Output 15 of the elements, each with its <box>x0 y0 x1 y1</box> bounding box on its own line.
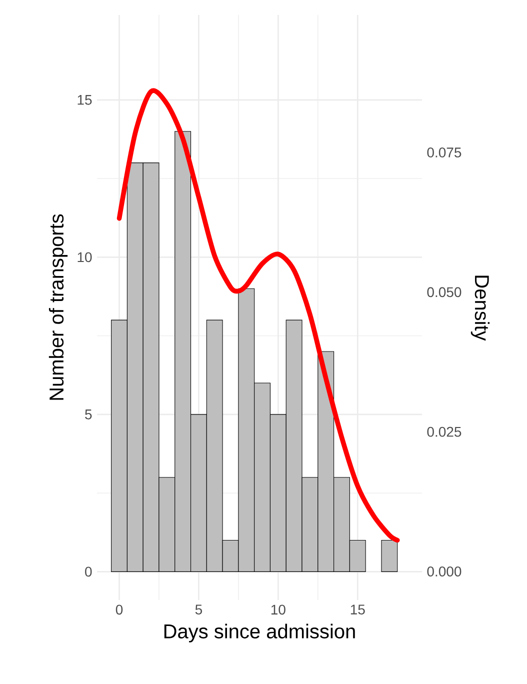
y2-axis-title: Density <box>470 276 490 341</box>
y-tick-label: 10 <box>78 252 92 262</box>
y2-tick-label: 0.075 <box>427 148 462 158</box>
x-tick-label: 0 <box>116 604 123 615</box>
x-tick-label: 10 <box>271 604 286 615</box>
y2-tick-label: 0.050 <box>427 287 462 298</box>
y-tick-label: 5 <box>85 410 92 420</box>
x-tick-label: 15 <box>350 604 365 614</box>
x-axis-title: Days since admission <box>164 624 355 642</box>
y2-tick-label: 0.025 <box>427 426 462 437</box>
y-tick-label: 0 <box>85 566 92 577</box>
x-tick-label: 5 <box>195 604 202 614</box>
y2-tick-label: 0.000 <box>427 566 462 576</box>
y-axis-title: Number of transports <box>48 214 68 400</box>
y-tick-label: 15 <box>78 95 92 105</box>
